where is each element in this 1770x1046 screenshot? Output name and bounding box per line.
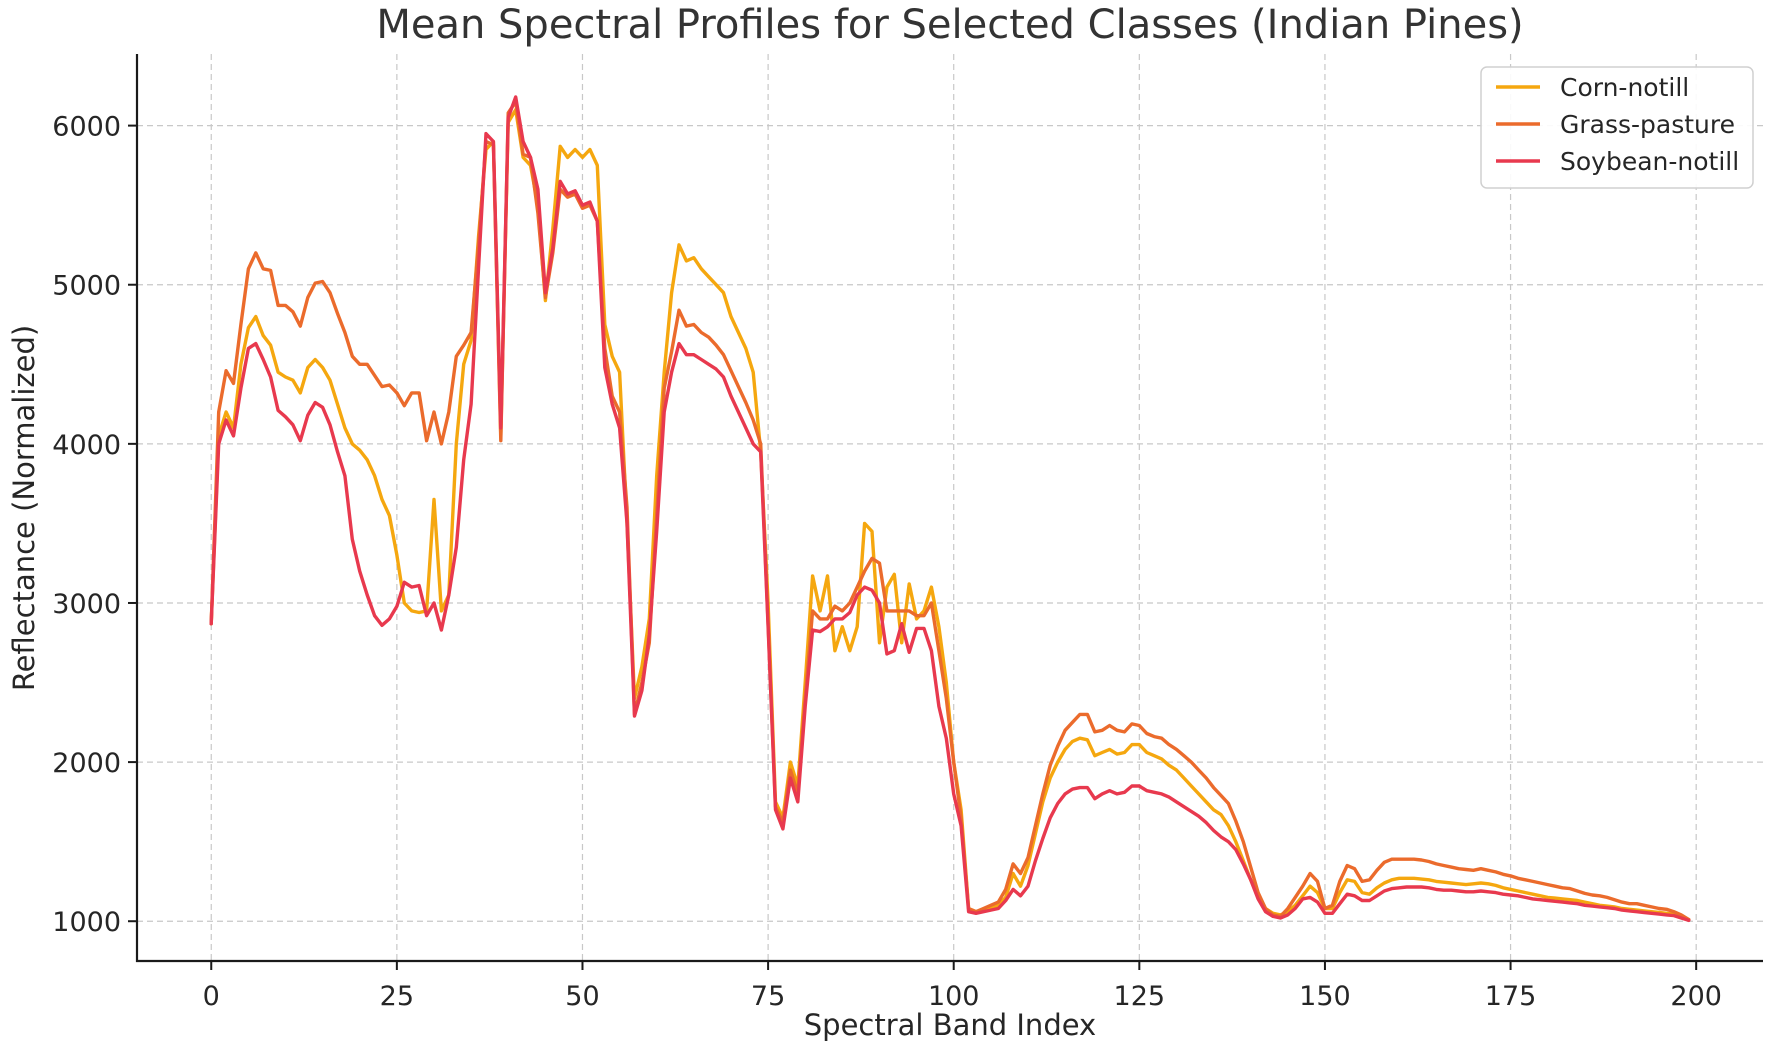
legend-box: [1480, 66, 1754, 189]
legend: Corn-notill Grass-pasture Soybean-notill: [1480, 66, 1754, 189]
x-axis-label: Spectral Band Index: [804, 1008, 1096, 1042]
y-tick-label: 1000: [52, 907, 121, 938]
x-tick-label: 175: [1485, 981, 1537, 1012]
y-tick-label: 2000: [52, 748, 121, 779]
x-tick-label: 200: [1670, 981, 1722, 1012]
y-axis-ticks: 1000 2000 3000 4000 5000 6000: [52, 112, 137, 938]
y-axis-label: Reflectance (Normalized): [7, 325, 41, 691]
x-tick-label: 125: [1114, 981, 1166, 1012]
x-tick-label: 25: [380, 981, 414, 1012]
x-tick-label: 0: [203, 981, 220, 1012]
chart-title: Mean Spectral Profiles for Selected Clas…: [376, 2, 1523, 48]
series-line-grass-pasture: [209, 100, 1691, 922]
y-tick-label: 4000: [52, 430, 121, 461]
x-axis-ticks: 0 25 50 75 100 125 150 175 200: [203, 961, 1722, 1012]
x-tick-label: 50: [565, 981, 599, 1012]
legend-label-grass-pasture: Grass-pasture: [1560, 110, 1735, 139]
x-tick-label: 100: [928, 981, 980, 1012]
series-lines: [209, 95, 1691, 923]
y-tick-label: 6000: [52, 112, 121, 143]
x-tick-label: 75: [751, 981, 785, 1012]
legend-label-corn-notill: Corn-notill: [1560, 73, 1689, 102]
axes: [135, 54, 1763, 963]
series-line-corn-notill: [209, 108, 1691, 922]
grid-lines: [137, 54, 1763, 961]
y-tick-label: 3000: [52, 589, 121, 620]
y-tick-label: 5000: [52, 271, 121, 302]
x-tick-label: 150: [1299, 981, 1351, 1012]
legend-label-soybean-notill: Soybean-notill: [1560, 147, 1739, 176]
series-line-soybean-notill: [209, 95, 1691, 923]
